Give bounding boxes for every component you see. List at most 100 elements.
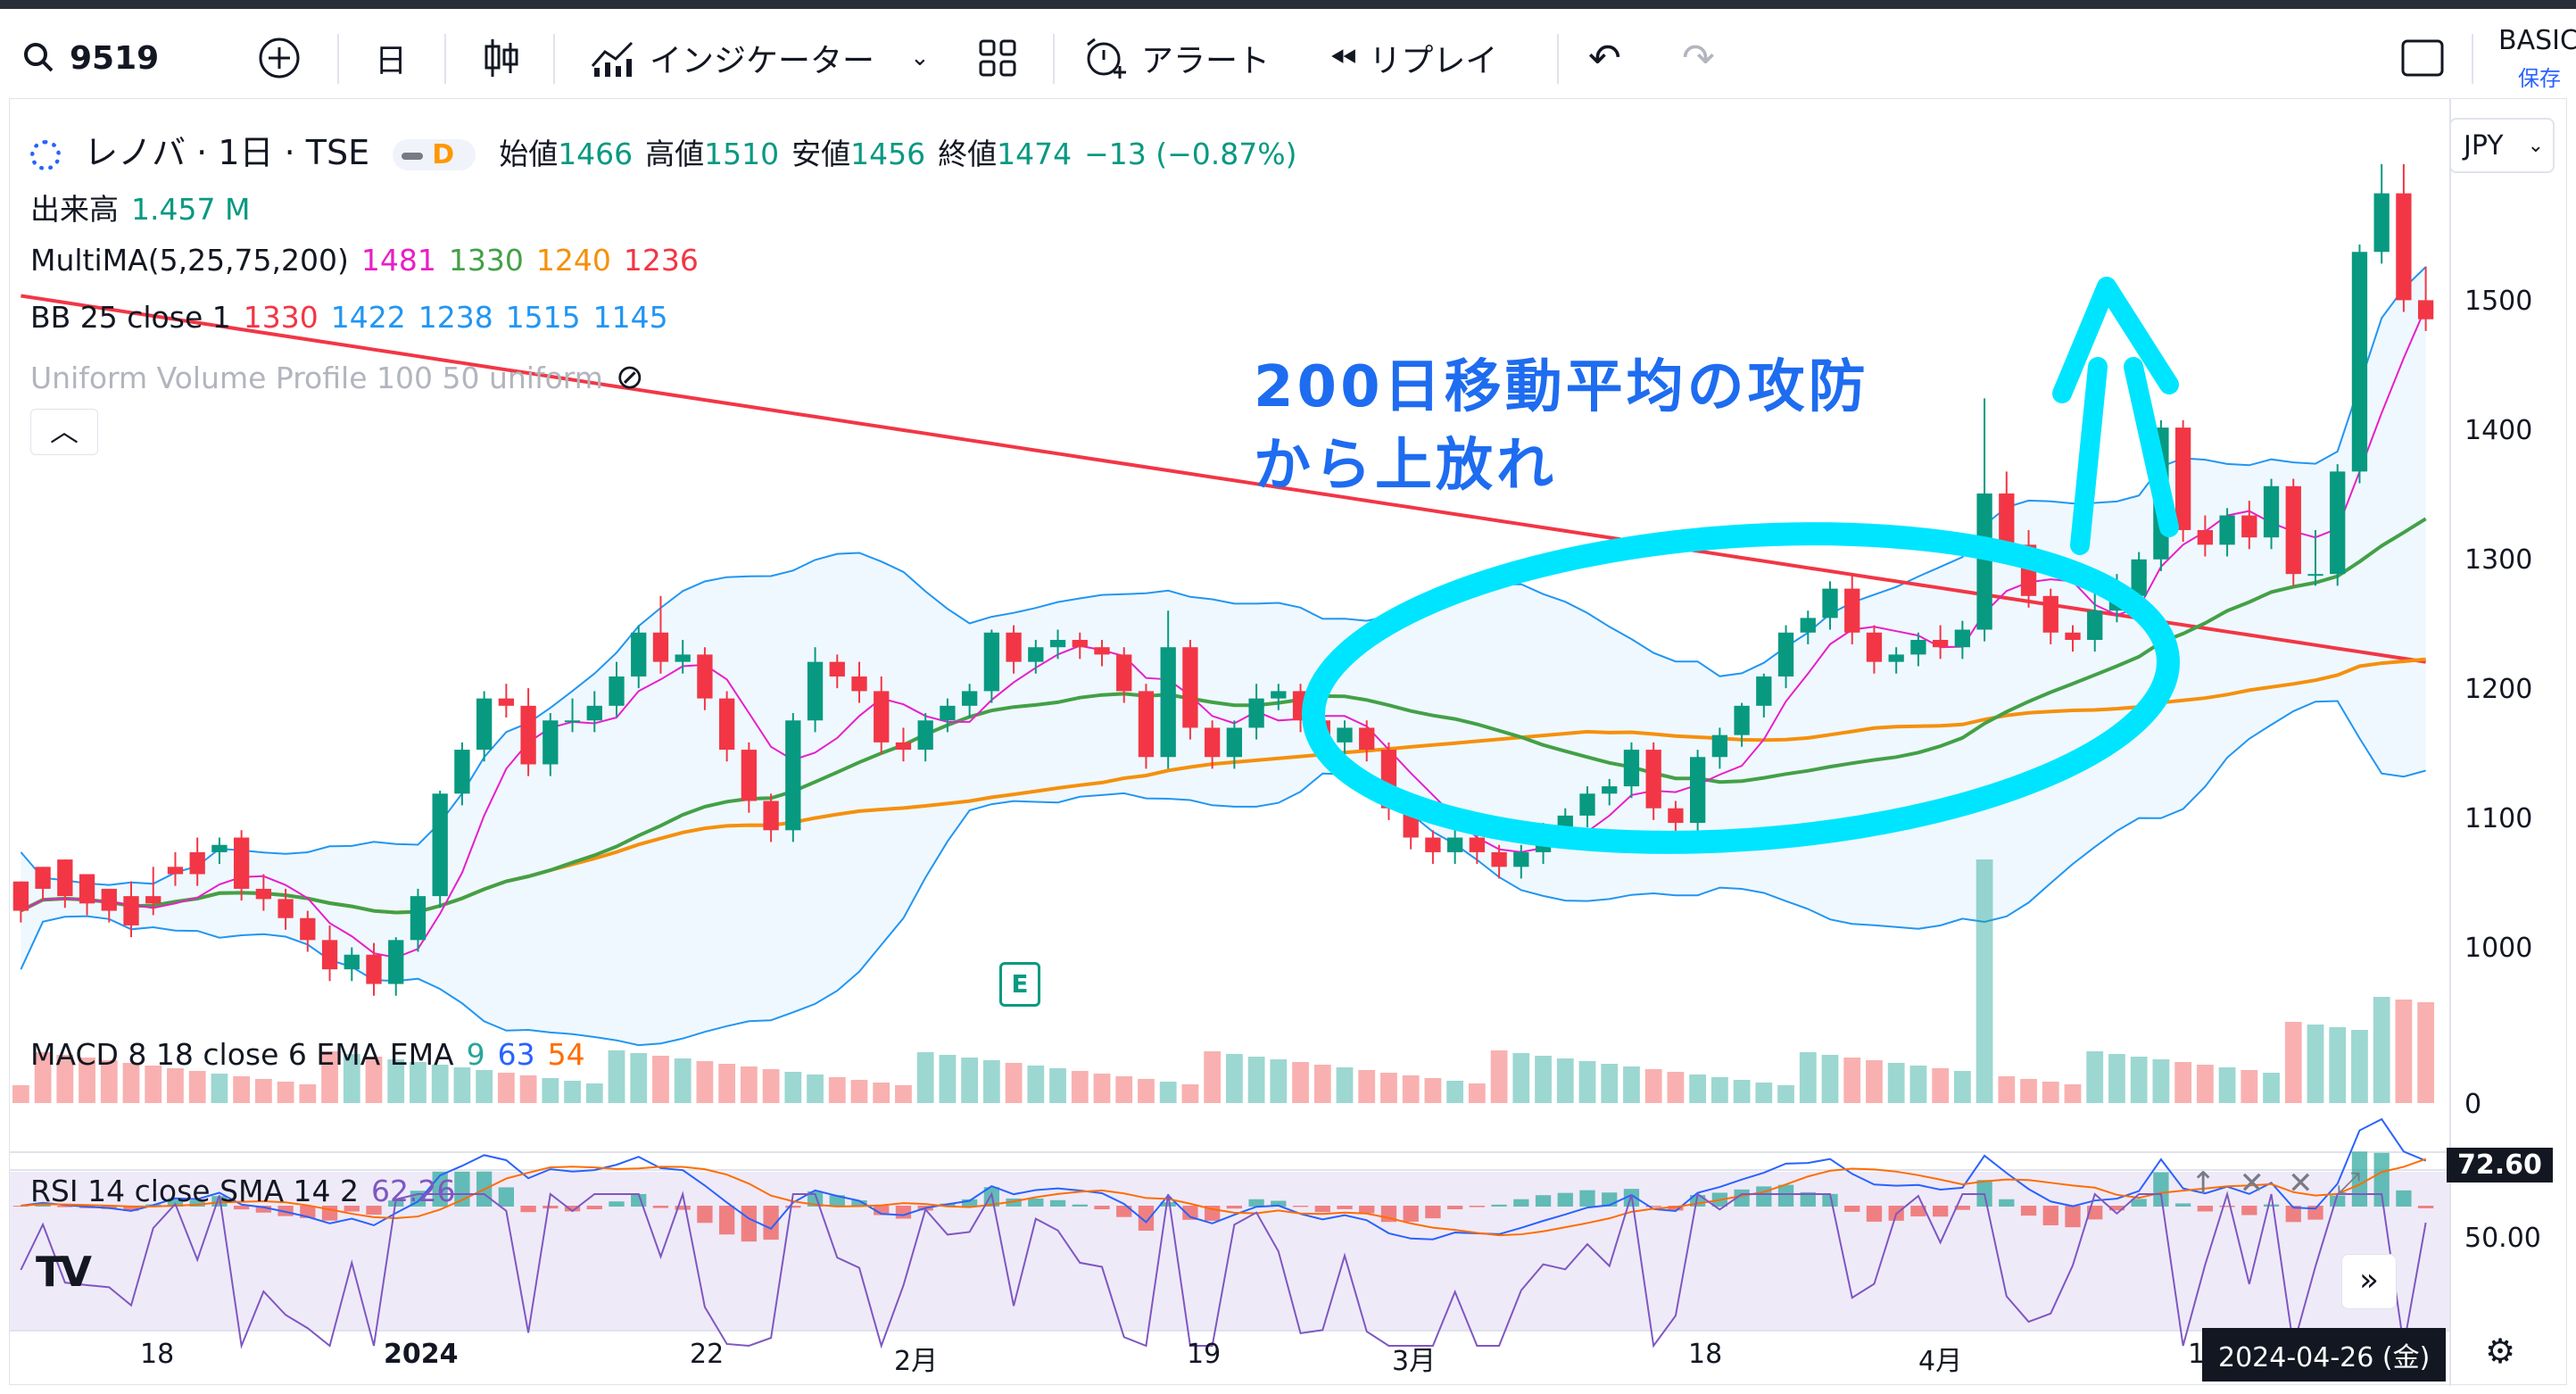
volume-bar (608, 1050, 625, 1103)
macd-histogram-bar (675, 1206, 691, 1210)
candle-body (12, 881, 29, 911)
volume-bar (1623, 1066, 1640, 1103)
volume-bar (1975, 859, 1993, 1103)
volume-bar (1027, 1066, 1045, 1103)
volume-bar (1909, 1066, 1927, 1103)
candle-body (1446, 837, 1463, 852)
volume-bar (1005, 1063, 1023, 1103)
candle-body (1271, 691, 1287, 699)
volume-bar (2218, 1067, 2236, 1103)
fullscreen-button[interactable] (2400, 29, 2445, 87)
close-icon[interactable]: ✕ (2239, 1166, 2265, 1201)
volume-bar (873, 1083, 890, 1103)
macd-histogram-bar (2197, 1206, 2214, 1212)
macd-histogram-bar (1028, 1198, 1044, 1207)
candle-body (1469, 837, 1486, 852)
close-icon[interactable]: ✕ (2288, 1166, 2314, 1201)
candle-body (1116, 654, 1132, 692)
alert-button[interactable]: アラート (1084, 29, 1270, 87)
macd-legend[interactable]: MACD 8 18 close 6 EMA EMA 9 63 54 (30, 1037, 598, 1072)
volume-bar (1115, 1076, 1133, 1103)
data-status-badge[interactable]: D (393, 139, 476, 170)
candle-body (2131, 559, 2147, 596)
candle-body (1072, 640, 1088, 648)
indicators-button[interactable]: インジケーター ⌄ (589, 29, 930, 87)
candle-body (1756, 676, 1772, 706)
earnings-marker[interactable]: E (999, 962, 1040, 1007)
volume-bar (630, 1053, 648, 1103)
volume-bar (916, 1052, 934, 1103)
macd-histogram-bar (741, 1206, 758, 1242)
bollinger-lower-line (20, 700, 2426, 1047)
arrow-up-icon[interactable]: ↑ (2191, 1166, 2216, 1201)
rsi-legend[interactable]: RSI 14 close SMA 14 2 62.26 (30, 1174, 468, 1208)
volume-bar (652, 1056, 669, 1103)
price-chart[interactable] (10, 99, 2568, 1386)
chart-type-button[interactable] (482, 29, 521, 87)
ma25-value: 1330 (448, 243, 524, 278)
symbol-search[interactable]: 9519 (21, 29, 159, 87)
candle-body (1866, 632, 1883, 662)
uvp-label: Uniform Volume Profile 100 50 uniform (30, 361, 603, 395)
macd-histogram-bar (1182, 1206, 1198, 1220)
square-icon (2401, 39, 2444, 77)
chart-container (9, 98, 2568, 1386)
account-label[interactable]: BASIC (2498, 25, 2576, 56)
candle-body (697, 654, 713, 699)
candle-body (101, 888, 117, 911)
currency-select[interactable]: JPY ⌄ (2449, 118, 2555, 173)
annotation-arrow (2052, 277, 2179, 555)
layouts-button[interactable] (977, 29, 1018, 87)
macd-histogram-bar (1094, 1206, 1110, 1210)
volume-bar (2329, 1027, 2347, 1103)
undo-button[interactable]: ↶ (1588, 29, 1621, 87)
volume-bar (211, 1074, 228, 1103)
macd-histogram-bar (1932, 1206, 1949, 1217)
high-value: 1510 (704, 137, 780, 171)
volume-bar (1313, 1065, 1331, 1103)
volume-bar (1535, 1056, 1552, 1103)
candle-body (277, 899, 294, 918)
volume-bar (564, 1081, 581, 1103)
candle-body (1359, 727, 1375, 751)
ma-legend[interactable]: MultiMA(5,25,75,200) 1481 1330 1240 1236 (30, 243, 711, 278)
redo-button[interactable]: ↷ (1682, 29, 1715, 87)
candle-body (763, 801, 779, 831)
time-tick: 18 (1688, 1339, 1723, 1370)
eye-hidden-icon[interactable]: ⊘ (615, 357, 644, 396)
macd-histogram-bar (895, 1206, 912, 1219)
bb-legend[interactable]: BB 25 close 1 1330 1422 1238 1515 1145 (30, 300, 681, 335)
uvp-legend[interactable]: Uniform Volume Profile 100 50 uniform ⊘ (30, 357, 657, 396)
tradingview-logo[interactable]: TV (36, 1248, 92, 1296)
price-tick: 1300 (2464, 544, 2533, 576)
macd-histogram-bar (1469, 1206, 1486, 1207)
macd-histogram-bar (1359, 1206, 1375, 1214)
collapse-legend-button[interactable]: ︿ (30, 409, 98, 455)
time-tick: 3月 (1392, 1346, 1437, 1377)
candle-body (1888, 654, 1904, 662)
replay-button[interactable]: ⏪︎ リプレイ (1329, 29, 1497, 87)
candle-body (432, 793, 448, 897)
candle-body (454, 750, 470, 794)
bb-upper2-value: 1515 (505, 300, 581, 335)
candle-body (388, 940, 404, 984)
volume-bar (2307, 1025, 2324, 1103)
rsi-line (20, 1191, 2427, 1349)
interval-button[interactable]: 日 (375, 29, 407, 87)
compare-button[interactable] (257, 29, 302, 87)
volume-bar (1071, 1071, 1089, 1103)
candle-body (1668, 808, 1684, 824)
top-toolbar: 9519 日 インジケーター ⌄ アラート ⏪︎ リプレイ ↶ ↷ BASIC … (0, 0, 2576, 98)
maximize-icon[interactable]: ⤢ (2336, 1166, 2361, 1201)
volume-legend: 出来高 1.457 M (30, 186, 262, 228)
candle-body (1028, 647, 1044, 662)
candle-body (874, 691, 890, 743)
scroll-to-realtime-button[interactable]: » (2341, 1254, 2397, 1309)
volume-bar (1578, 1061, 1596, 1103)
ma75-value: 1240 (535, 243, 611, 278)
open-value: 1466 (558, 137, 634, 171)
volume-bar (1358, 1070, 1376, 1103)
save-button[interactable]: 保存 (2518, 66, 2561, 91)
volume-bar (321, 1051, 338, 1103)
settings-gear-icon[interactable]: ⚙ (2485, 1332, 2516, 1371)
